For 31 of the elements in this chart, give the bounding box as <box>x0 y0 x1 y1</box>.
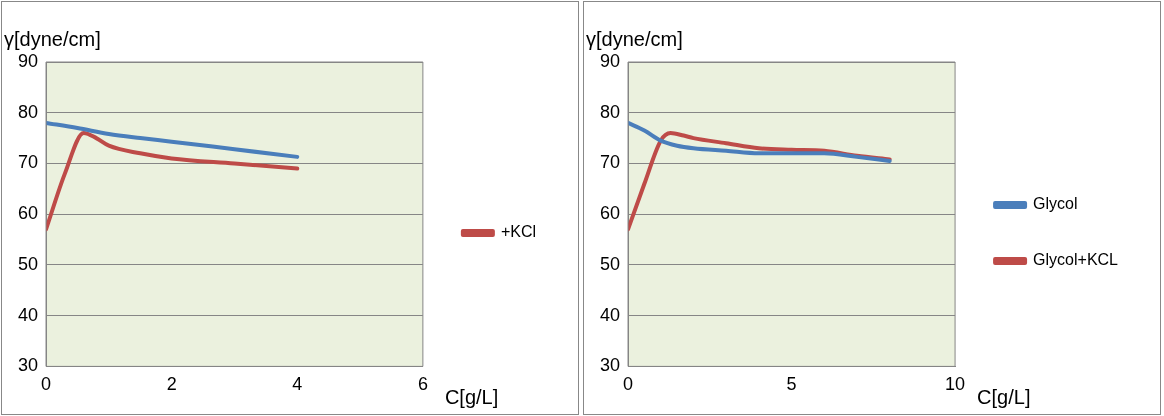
y-tick-label: 90 <box>17 50 39 71</box>
x-tick-label: 5 <box>786 374 797 395</box>
y-axis-title: γ[dyne/cm] <box>586 27 683 50</box>
legend-label: Glycol <box>1033 195 1078 213</box>
x-tick-label: 0 <box>41 374 52 395</box>
y-tick-label: 40 <box>17 304 39 325</box>
y-tick-label: 90 <box>599 50 621 71</box>
y-tick-label: 80 <box>17 101 39 122</box>
y-tick-label: 70 <box>599 152 621 173</box>
y-axis-title: γ[dyne/cm] <box>4 27 101 50</box>
x-tick-label: 6 <box>417 374 428 395</box>
line-series <box>46 120 300 159</box>
y-tick-label: 50 <box>599 253 621 274</box>
y-tick-label: 30 <box>599 355 621 376</box>
x-tick-label: 10 <box>945 374 966 395</box>
x-axis-title: C[g/L] <box>444 385 499 408</box>
y-tick-label: 60 <box>599 203 621 224</box>
x-axis-title: C[g/L] <box>977 385 1031 408</box>
x-tick-label: 0 <box>623 374 634 395</box>
legend-label: Glycol+KCL <box>1033 251 1119 269</box>
x-tick-label: 4 <box>292 374 303 395</box>
line-series <box>628 120 892 163</box>
x-tick-label: 2 <box>166 374 177 395</box>
line-series <box>46 131 300 232</box>
y-tick-label: 30 <box>17 355 39 376</box>
y-tick-label: 60 <box>17 203 39 224</box>
y-tick-label: 40 <box>599 304 621 325</box>
y-tick-label: 70 <box>17 152 39 173</box>
y-tick-label: 80 <box>599 101 621 122</box>
legend-label: +KCl <box>500 223 536 241</box>
y-tick-label: 50 <box>17 253 39 274</box>
